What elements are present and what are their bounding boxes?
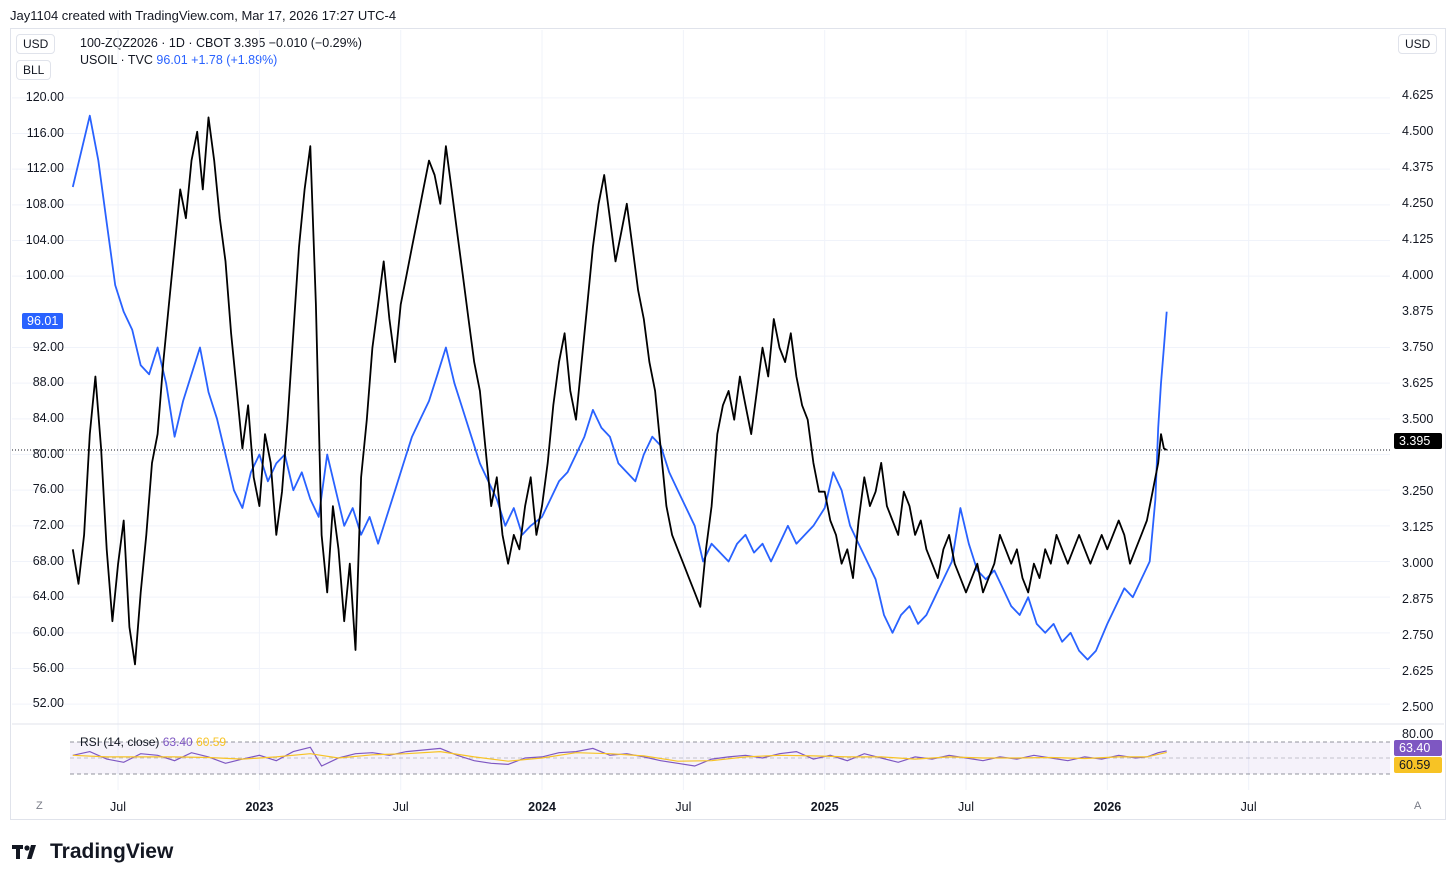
legend-usoil-name: USOIL · TVC (80, 53, 153, 67)
rsi-ma-badge: 60.59 (1394, 757, 1442, 773)
right-tick-label: 3.250 (1402, 483, 1434, 498)
tradingview-logo-icon (12, 845, 36, 859)
tradingview-logo: TradingView (12, 840, 173, 864)
left-tick-label: 92.00 (32, 339, 64, 354)
left-tick-label: 112.00 (26, 161, 64, 176)
rsi-label-ma: 60.59 (196, 735, 227, 749)
x-tick-label: Jul (1240, 800, 1257, 814)
rsi-band (70, 742, 1390, 774)
left-tick-label: 60.00 (32, 624, 64, 639)
auto-scale-button[interactable]: A (1414, 800, 1422, 812)
legend-usoil[interactable]: USOIL · TVC 96.01 +1.78 (+1.89%) (80, 53, 277, 67)
left-tick-label: 88.00 (32, 375, 64, 390)
x-tick-label: Jul (958, 800, 975, 814)
chart-header: Jay1104 created with TradingView.com, Ma… (10, 8, 397, 23)
left-tick-label: 84.00 (32, 410, 64, 425)
legend-zq[interactable]: 100-ZQZ2026 · 1D · CBOT 3.395 −0.010 (−0… (80, 36, 362, 50)
right-tick-label: 2.750 (1402, 627, 1434, 642)
x-tick-label: 2024 (528, 800, 556, 814)
left-tick-label: 76.00 (32, 482, 64, 497)
right-tick-label: 4.375 (1402, 159, 1434, 174)
right-tick-label: 4.500 (1402, 123, 1434, 138)
right-tick-label: 3.000 (1402, 555, 1434, 570)
right-tick-label: 4.125 (1402, 231, 1434, 246)
left-tick-label: 52.00 (32, 696, 64, 711)
left-tick-label: 80.00 (32, 446, 64, 461)
right-tick-label: 4.625 (1402, 87, 1434, 102)
zq-last-price-badge: 3.395 (1394, 433, 1442, 449)
usoil-last-price-badge: 96.01 (22, 313, 64, 329)
rsi-line (72, 746, 1167, 767)
right-tick-label: 2.625 (1402, 663, 1434, 678)
left-tick-label: 104.00 (25, 232, 64, 247)
rsi-label-text: RSI (14, close) (80, 735, 160, 749)
rsi-label-value: 63.40 (162, 735, 193, 749)
tradingview-logo-text: TradingView (50, 840, 174, 863)
rsi-ma-line (72, 750, 1167, 762)
right-tick-label: 4.250 (1402, 195, 1434, 210)
rsi-label[interactable]: RSI (14, close) 63.40 60.59 (80, 735, 226, 749)
right-currency-button[interactable]: USD (1398, 34, 1438, 54)
x-tick-label: Jul (675, 800, 692, 814)
zoom-button[interactable]: Z (36, 800, 43, 812)
left-tick-label: 116.00 (26, 125, 64, 140)
left-unit-button[interactable]: BLL (16, 60, 52, 80)
left-tick-label: 100.00 (25, 268, 64, 283)
chart-frame (10, 28, 1446, 820)
x-tick-label: 2025 (810, 800, 839, 814)
right-tick-label: 3.875 (1402, 303, 1434, 318)
left-currency-button[interactable]: USD (16, 34, 56, 54)
left-tick-label: 68.00 (32, 553, 64, 568)
legend-usoil-values: 96.01 +1.78 (+1.89%) (156, 53, 278, 67)
x-tick-label: Jul (110, 800, 127, 814)
right-tick-label: 2.875 (1402, 591, 1434, 606)
left-tick-label: 108.00 (25, 196, 64, 211)
left-tick-label: 64.00 (32, 589, 64, 604)
right-tick-label: 3.750 (1402, 339, 1434, 354)
x-tick-label: 2023 (245, 800, 274, 814)
right-tick-label: 3.500 (1402, 411, 1434, 426)
right-tick-label: 3.125 (1402, 519, 1434, 534)
right-tick-label: 4.000 (1402, 267, 1434, 282)
rsi-axis-top: 80.00 (1402, 727, 1434, 741)
rsi-value-badge: 63.40 (1394, 740, 1442, 756)
usoil-series-line (71, 114, 1168, 661)
left-tick-label: 120.00 (25, 89, 64, 104)
right-tick-label: 2.500 (1402, 699, 1434, 714)
right-tick-label: 3.625 (1402, 375, 1434, 390)
x-tick-label: 2026 (1093, 800, 1122, 814)
x-tick-label: Jul (392, 800, 409, 814)
zq-series-line (71, 116, 1168, 666)
left-tick-label: 56.00 (32, 660, 64, 675)
left-tick-label: 72.00 (32, 517, 64, 532)
